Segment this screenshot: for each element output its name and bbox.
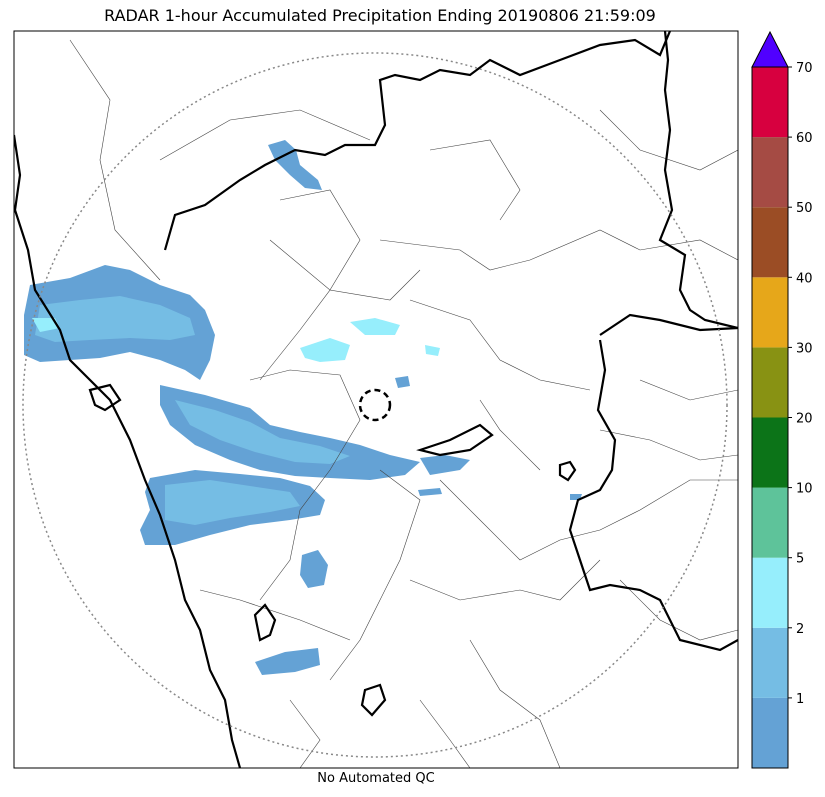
colorbar-segment	[752, 207, 788, 278]
precipitation-layer	[24, 140, 582, 675]
colorbar-tick-label: 30	[796, 341, 813, 356]
map-title: RADAR 1-hour Accumulated Precipitation E…	[104, 6, 656, 25]
precip-scatter-center-3	[425, 345, 440, 356]
precip-northwest-core	[35, 296, 195, 342]
radar-range-ring	[22, 52, 728, 758]
colorbar-segment	[752, 347, 788, 418]
colorbar: 1 2 5 10 20 30 40 50 60 70	[751, 30, 813, 769]
colorbar-tick-label: 20	[796, 412, 813, 427]
map-footer: No Automated QC	[317, 771, 435, 786]
precip-central-band	[160, 385, 420, 480]
state-border-northeast	[658, 31, 738, 330]
precip-east-band	[420, 455, 470, 475]
state-border-inner-south	[558, 460, 577, 482]
colorbar-segment	[752, 487, 788, 558]
state-border-inlet	[88, 383, 122, 412]
district-borders	[69, 39, 738, 768]
colorbar-tick-label: 60	[796, 131, 813, 146]
precip-scatter-center-4	[395, 376, 410, 388]
colorbar-tick-label: 40	[796, 271, 813, 286]
precip-blob-south	[300, 550, 328, 588]
map-content	[14, 31, 738, 768]
state-border-south-loop	[360, 683, 387, 717]
precip-blob-far-south	[255, 648, 320, 675]
state-border-north	[163, 31, 672, 251]
precip-scatter-center	[300, 338, 350, 362]
colorbar-extend-arrow	[751, 30, 789, 68]
colorbar-segment	[752, 277, 788, 348]
colorbar-segment	[752, 137, 788, 208]
precip-blob-small-1	[418, 488, 442, 496]
precip-south-core	[165, 480, 300, 525]
state-border-west-coast	[14, 134, 242, 768]
radar-site-marker	[358, 388, 392, 422]
colorbar-tick-label: 2	[796, 622, 804, 637]
colorbar-segment	[752, 417, 788, 488]
colorbar-tick-label: 1	[796, 692, 804, 707]
map-frame	[13, 30, 739, 769]
precip-blob-north	[268, 140, 322, 190]
state-border-southwest-loop	[253, 603, 277, 642]
colorbar-tick-label: 10	[796, 482, 813, 497]
state-borders	[14, 31, 738, 768]
colorbar-segment	[752, 557, 788, 628]
colorbar-tick-label: 5	[796, 552, 804, 567]
colorbar-tick-label: 70	[796, 61, 813, 76]
colorbar-segment	[752, 627, 788, 698]
colorbar-segment	[752, 697, 788, 768]
precip-northwest-cyan	[32, 318, 60, 332]
state-border-southeast	[568, 339, 738, 652]
colorbar-segment	[752, 67, 788, 138]
state-border-east	[599, 313, 738, 336]
precip-scatter-center-2	[350, 318, 400, 335]
state-border-south-enclave	[416, 423, 494, 457]
precip-central-core	[175, 400, 350, 464]
colorbar-tick-label: 50	[796, 201, 813, 216]
